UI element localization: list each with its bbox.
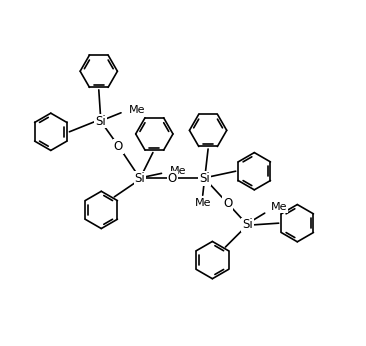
Text: O: O [223, 197, 232, 210]
Text: O: O [168, 172, 177, 185]
Text: Si: Si [95, 115, 106, 128]
Text: Me: Me [129, 105, 146, 115]
Text: O: O [114, 140, 123, 153]
Text: Me: Me [170, 166, 186, 176]
Text: Si: Si [135, 172, 145, 185]
Text: Me: Me [271, 202, 287, 212]
Text: Me: Me [194, 199, 211, 208]
Text: Si: Si [242, 218, 253, 231]
Text: Si: Si [199, 172, 210, 185]
